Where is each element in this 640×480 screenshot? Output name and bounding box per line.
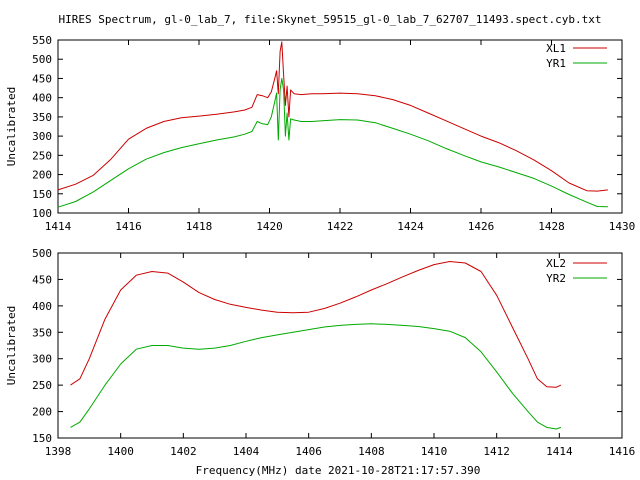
y-tick-label: 500 bbox=[32, 53, 52, 66]
x-tick-label: 1408 bbox=[358, 445, 385, 458]
y-tick-label: 250 bbox=[32, 379, 52, 392]
x-tick-label: 1414 bbox=[546, 445, 573, 458]
legend-label-xl1: XL1 bbox=[546, 42, 566, 55]
series-line-xl2 bbox=[70, 261, 562, 388]
series-line-yr1 bbox=[57, 77, 608, 208]
y-tick-label: 300 bbox=[32, 130, 52, 143]
y-tick-label: 400 bbox=[32, 300, 52, 313]
x-tick-label: 1400 bbox=[107, 445, 134, 458]
y-tick-label: 250 bbox=[32, 149, 52, 162]
x-tick-label: 1402 bbox=[170, 445, 197, 458]
y-tick-label: 350 bbox=[32, 111, 52, 124]
series-line-xl1 bbox=[57, 41, 608, 192]
legend-label-xl2: XL2 bbox=[546, 257, 566, 270]
plot-frame bbox=[57, 252, 623, 439]
legend-label-yr1: YR1 bbox=[546, 57, 566, 70]
y-tick-label: 150 bbox=[32, 432, 52, 445]
y-tick-label: 400 bbox=[32, 92, 52, 105]
legend-label-yr2: YR2 bbox=[546, 272, 566, 285]
x-tick-label: 1416 bbox=[609, 445, 636, 458]
y-tick-label: 500 bbox=[32, 247, 52, 260]
top-panel: 1414 1416 1418 1420 1422 1424 1426 1428 1430 100 1… bbox=[5, 34, 635, 233]
x-tick-label: 1406 bbox=[295, 445, 322, 458]
y-axis-label: Uncalibrated bbox=[5, 87, 18, 166]
x-tick-label: 1410 bbox=[421, 445, 448, 458]
x-tick-label: 1414 bbox=[45, 220, 72, 233]
y-tick-label: 350 bbox=[32, 326, 52, 339]
x-tick-label: 1412 bbox=[483, 445, 510, 458]
figure-title: HIRES Spectrum, gl-0_lab_7, file:Skynet_… bbox=[58, 13, 601, 26]
y-axis-label: Uncalibrated bbox=[5, 306, 18, 385]
x-tick-label: 1426 bbox=[468, 220, 495, 233]
x-axis-label: Frequency(MHz) date 2021-10-28T21:17:57.… bbox=[196, 464, 481, 477]
y-tick-label: 550 bbox=[32, 34, 52, 47]
x-tick-label: 1430 bbox=[609, 220, 636, 233]
x-tick-label: 1422 bbox=[327, 220, 354, 233]
series-line-yr2 bbox=[70, 323, 562, 430]
x-tick-label: 1424 bbox=[397, 220, 424, 233]
y-tick-label: 300 bbox=[32, 353, 52, 366]
x-tick-label: 1428 bbox=[538, 220, 565, 233]
x-tick-label: 1398 bbox=[45, 445, 72, 458]
x-tick-label: 1418 bbox=[186, 220, 213, 233]
x-tick-label: 1420 bbox=[256, 220, 283, 233]
x-tick-label: 1416 bbox=[115, 220, 142, 233]
y-tick-label: 100 bbox=[32, 207, 52, 220]
x-tick-label: 1404 bbox=[233, 445, 260, 458]
y-tick-label: 450 bbox=[32, 273, 52, 286]
y-tick-label: 150 bbox=[32, 188, 52, 201]
y-tick-label: 450 bbox=[32, 72, 52, 85]
y-tick-label: 200 bbox=[32, 406, 52, 419]
y-tick-label: 200 bbox=[32, 169, 52, 182]
bottom-panel: 1398 1400 1402 1404 1406 1408 1410 1412 1414 1416… bbox=[5, 247, 635, 458]
